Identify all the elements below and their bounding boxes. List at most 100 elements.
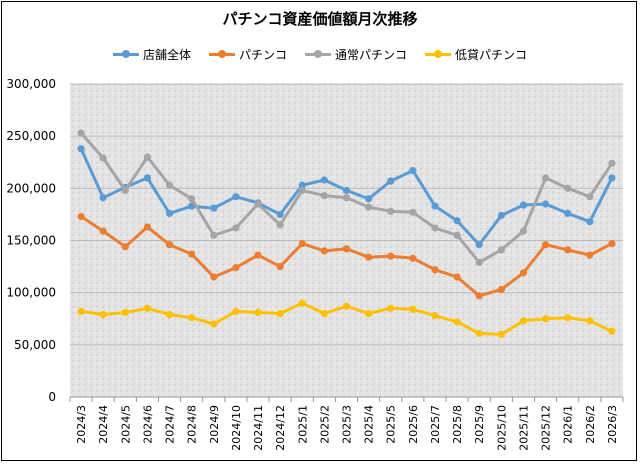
data-point-1 bbox=[254, 251, 262, 259]
x-tick-label: 2024/6 bbox=[141, 405, 154, 444]
data-point-2 bbox=[232, 224, 240, 232]
x-tick-label: 2025/3 bbox=[341, 405, 354, 444]
legend-item-0: 店舗全体 bbox=[112, 46, 191, 63]
data-point-0 bbox=[519, 201, 528, 209]
data-point-2 bbox=[188, 195, 196, 203]
data-point-1 bbox=[165, 241, 174, 249]
data-point-0 bbox=[608, 174, 616, 182]
data-point-3 bbox=[519, 317, 528, 325]
data-point-0 bbox=[232, 193, 240, 201]
x-tick-label: 2025/8 bbox=[451, 405, 464, 444]
data-point-0 bbox=[210, 204, 218, 212]
y-tick-label: 50,000 bbox=[14, 338, 56, 352]
data-point-1 bbox=[608, 240, 616, 248]
data-point-2 bbox=[254, 200, 262, 208]
data-point-2 bbox=[320, 192, 328, 200]
data-point-1 bbox=[143, 223, 152, 231]
data-point-3 bbox=[431, 312, 439, 320]
data-point-3 bbox=[409, 305, 417, 313]
y-tick-label: 200,000 bbox=[6, 181, 56, 195]
legend-label-0: 店舗全体 bbox=[142, 48, 191, 62]
data-point-1 bbox=[121, 243, 129, 251]
legend: 店舗全体 パチンコ 通常パチンコ 低貸パチンコ bbox=[0, 46, 640, 63]
legend-item-2: 通常パチンコ bbox=[305, 46, 407, 63]
data-point-3 bbox=[608, 327, 616, 335]
x-tick-label: 2024/7 bbox=[164, 405, 177, 444]
data-point-1 bbox=[99, 227, 107, 235]
data-point-2 bbox=[453, 231, 461, 239]
data-point-3 bbox=[165, 310, 174, 319]
data-point-3 bbox=[298, 299, 306, 307]
data-point-1 bbox=[387, 252, 395, 260]
data-point-1 bbox=[453, 273, 461, 281]
x-tick-label: 2026/2 bbox=[584, 405, 597, 444]
data-point-2 bbox=[409, 208, 417, 216]
y-tick-label: 300,000 bbox=[6, 77, 56, 91]
data-point-0 bbox=[564, 209, 572, 217]
data-point-1 bbox=[497, 285, 505, 294]
y-tick-label: 0 bbox=[48, 390, 56, 404]
y-tick-label: 100,000 bbox=[6, 286, 56, 300]
data-point-0 bbox=[99, 194, 107, 202]
data-point-2 bbox=[475, 258, 483, 267]
data-point-0 bbox=[541, 200, 550, 208]
x-tick-label: 2025/7 bbox=[429, 405, 442, 444]
x-tick-label: 2025/2 bbox=[318, 405, 331, 444]
data-point-3 bbox=[210, 320, 218, 328]
x-tick-label: 2024/10 bbox=[230, 405, 243, 451]
data-point-1 bbox=[409, 254, 417, 262]
data-point-2 bbox=[298, 186, 306, 195]
data-point-3 bbox=[99, 310, 107, 319]
data-point-3 bbox=[143, 304, 152, 312]
data-point-3 bbox=[254, 308, 262, 317]
data-point-2 bbox=[519, 227, 528, 235]
data-point-0 bbox=[320, 176, 328, 184]
data-point-0 bbox=[276, 210, 284, 219]
y-tick-label: 150,000 bbox=[6, 234, 56, 248]
data-point-3 bbox=[77, 307, 85, 316]
legend-label-1: パチンコ bbox=[238, 48, 287, 62]
x-tick-label: 2025/1 bbox=[296, 405, 309, 444]
x-tick-label: 2025/12 bbox=[540, 405, 553, 451]
legend-item-3: 低貸パチンコ bbox=[425, 46, 527, 63]
data-point-3 bbox=[188, 314, 196, 322]
data-point-1 bbox=[276, 262, 284, 271]
x-tick-label: 2025/11 bbox=[517, 405, 530, 451]
data-point-1 bbox=[188, 250, 196, 258]
x-tick-label: 2024/8 bbox=[186, 405, 199, 444]
data-point-3 bbox=[586, 317, 594, 325]
x-tick-label: 2024/5 bbox=[119, 405, 132, 444]
data-point-2 bbox=[276, 221, 284, 229]
data-point-3 bbox=[497, 330, 505, 338]
data-point-3 bbox=[453, 318, 461, 326]
data-point-3 bbox=[564, 314, 572, 322]
data-point-0 bbox=[342, 186, 351, 195]
data-point-2 bbox=[608, 159, 616, 167]
x-tick-label: 2025/4 bbox=[363, 405, 376, 444]
data-point-2 bbox=[121, 186, 129, 195]
x-tick-label: 2025/9 bbox=[473, 405, 486, 444]
data-point-3 bbox=[342, 302, 351, 310]
data-point-1 bbox=[475, 292, 483, 300]
data-point-2 bbox=[586, 193, 594, 201]
data-point-2 bbox=[431, 224, 439, 232]
data-point-3 bbox=[276, 309, 284, 318]
legend-label-3: 低貸パチンコ bbox=[455, 48, 528, 62]
data-point-2 bbox=[342, 194, 351, 202]
data-point-0 bbox=[387, 177, 395, 185]
data-point-3 bbox=[320, 309, 328, 318]
data-point-0 bbox=[298, 181, 306, 189]
data-point-1 bbox=[431, 266, 439, 274]
x-tick-label: 2026/1 bbox=[562, 405, 575, 444]
data-point-2 bbox=[210, 231, 218, 239]
data-point-1 bbox=[586, 251, 594, 259]
data-point-3 bbox=[232, 307, 240, 316]
data-point-0 bbox=[497, 211, 505, 220]
data-point-0 bbox=[77, 145, 85, 153]
data-point-1 bbox=[519, 269, 528, 277]
data-point-0 bbox=[453, 217, 461, 225]
data-point-3 bbox=[475, 329, 483, 337]
x-tick-label: 2025/6 bbox=[407, 405, 420, 444]
x-tick-label: 2024/12 bbox=[274, 405, 287, 451]
x-tick-label: 2026/3 bbox=[606, 405, 619, 444]
